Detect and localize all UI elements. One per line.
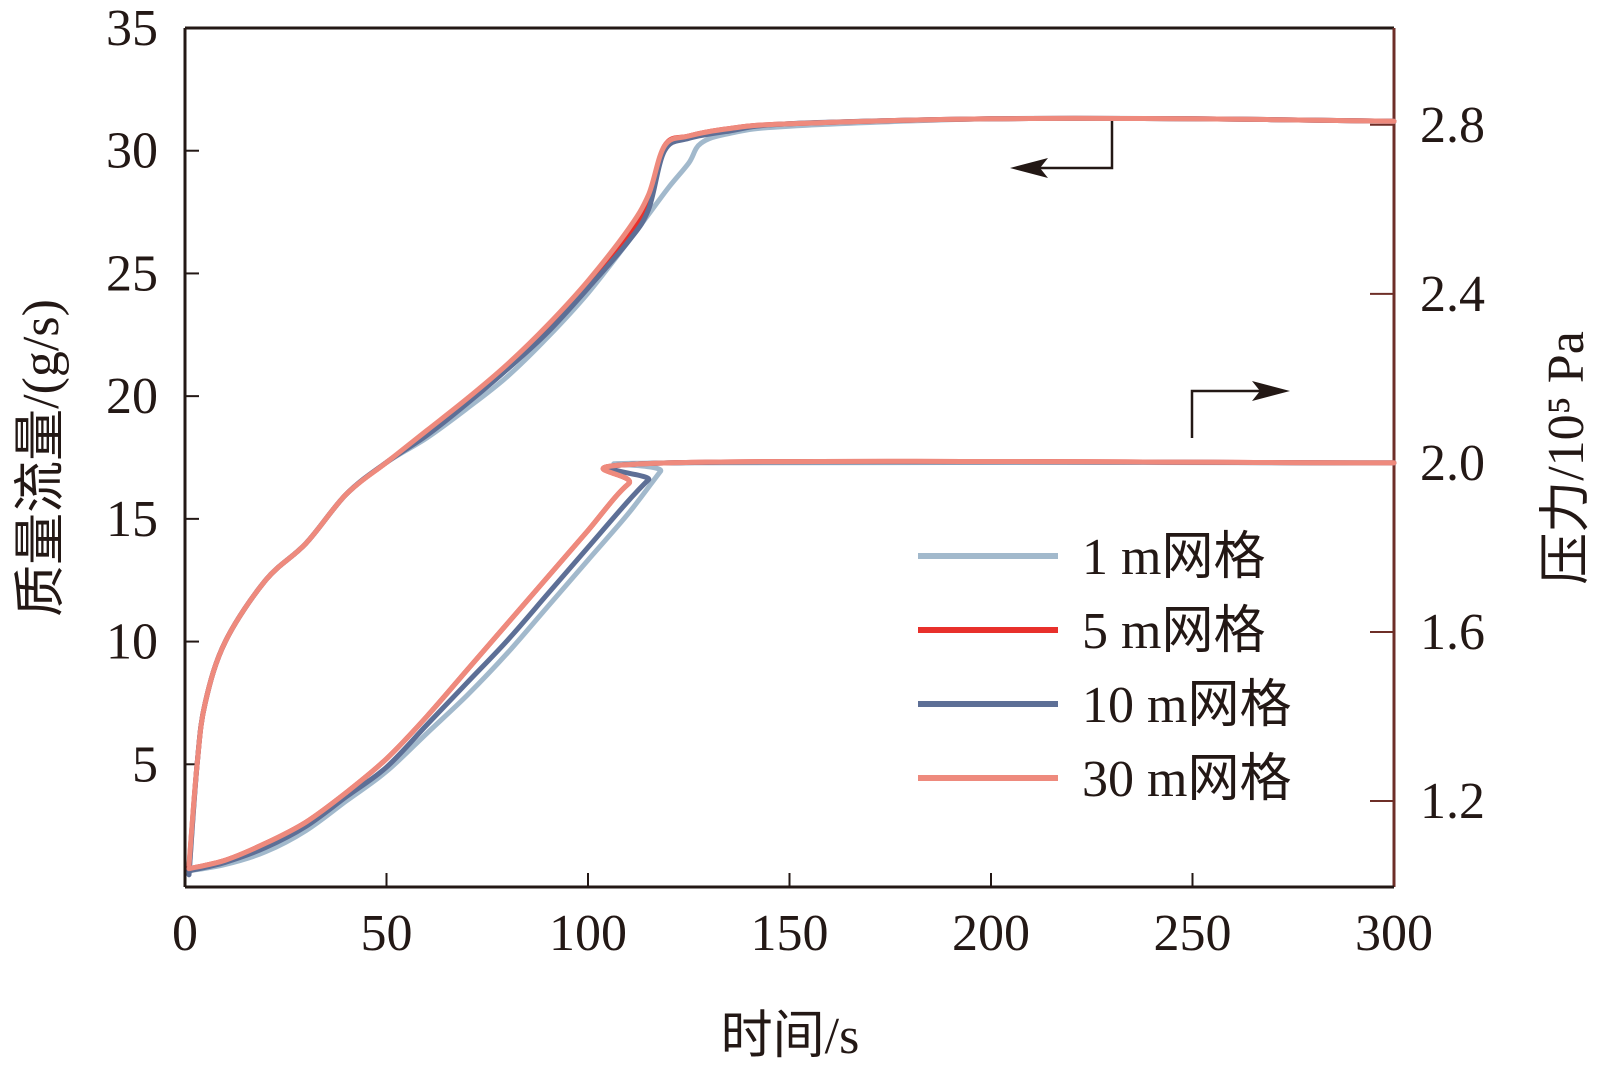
x-axis-title: 时间/s <box>721 1008 860 1065</box>
right-arrow-line <box>1190 389 1270 438</box>
y-left-tick-label: 30 <box>106 123 158 180</box>
y-left-tick-label: 35 <box>106 0 158 57</box>
y-left-tick-label: 25 <box>106 245 158 302</box>
legend-label: 1 m网格 <box>1082 529 1265 586</box>
y-right-tick-label: 2.4 <box>1420 266 1485 323</box>
left-arrow-line <box>1030 121 1114 170</box>
x-tick-label: 250 <box>1154 905 1232 962</box>
legend-label: 10 m网格 <box>1082 677 1291 734</box>
series-pressure-line <box>186 459 1397 874</box>
legend-label: 30 m网格 <box>1082 751 1291 808</box>
x-tick-label: 50 <box>361 905 413 962</box>
y-left-tick-label: 15 <box>106 491 158 548</box>
x-tick-label: 100 <box>549 905 627 962</box>
series-layer <box>186 115 1397 878</box>
series-pressure-line <box>186 459 1397 874</box>
left-arrow-head <box>1010 158 1048 178</box>
y-right-tick-label: 1.6 <box>1420 604 1485 661</box>
right-arrow-head <box>1252 381 1290 401</box>
y-axis-left-title: 质量流量/(g/s) <box>13 299 70 617</box>
y-right-tick-label: 1.2 <box>1420 773 1485 830</box>
y-left-tick-label: 10 <box>106 614 158 671</box>
series-mass-flow-line <box>186 115 1397 868</box>
legend: 1 m网格 5 m网格 10 m网格 30 m网格 <box>918 529 1291 808</box>
y-left-tick-label: 20 <box>106 368 158 425</box>
series-pressure-line <box>186 458 1397 872</box>
tick-labels: 0 50 100 150 200 250 300 5 10 15 20 25 30 35 1.2 1.6 2.0… <box>106 0 1485 962</box>
x-tick-label: 200 <box>952 905 1030 962</box>
y-right-tick-label: 2.0 <box>1420 435 1485 492</box>
y-left-tick-label: 5 <box>132 736 158 793</box>
annotations <box>1010 121 1290 438</box>
x-tick-label: 300 <box>1355 905 1433 962</box>
x-tick-label: 0 <box>172 905 198 962</box>
y-right-tick-label: 2.8 <box>1420 97 1485 154</box>
x-tick-label: 150 <box>751 905 829 962</box>
y-axis-right-title: 压力/10⁵ Pa <box>1538 331 1595 585</box>
legend-label: 5 m网格 <box>1082 603 1265 660</box>
